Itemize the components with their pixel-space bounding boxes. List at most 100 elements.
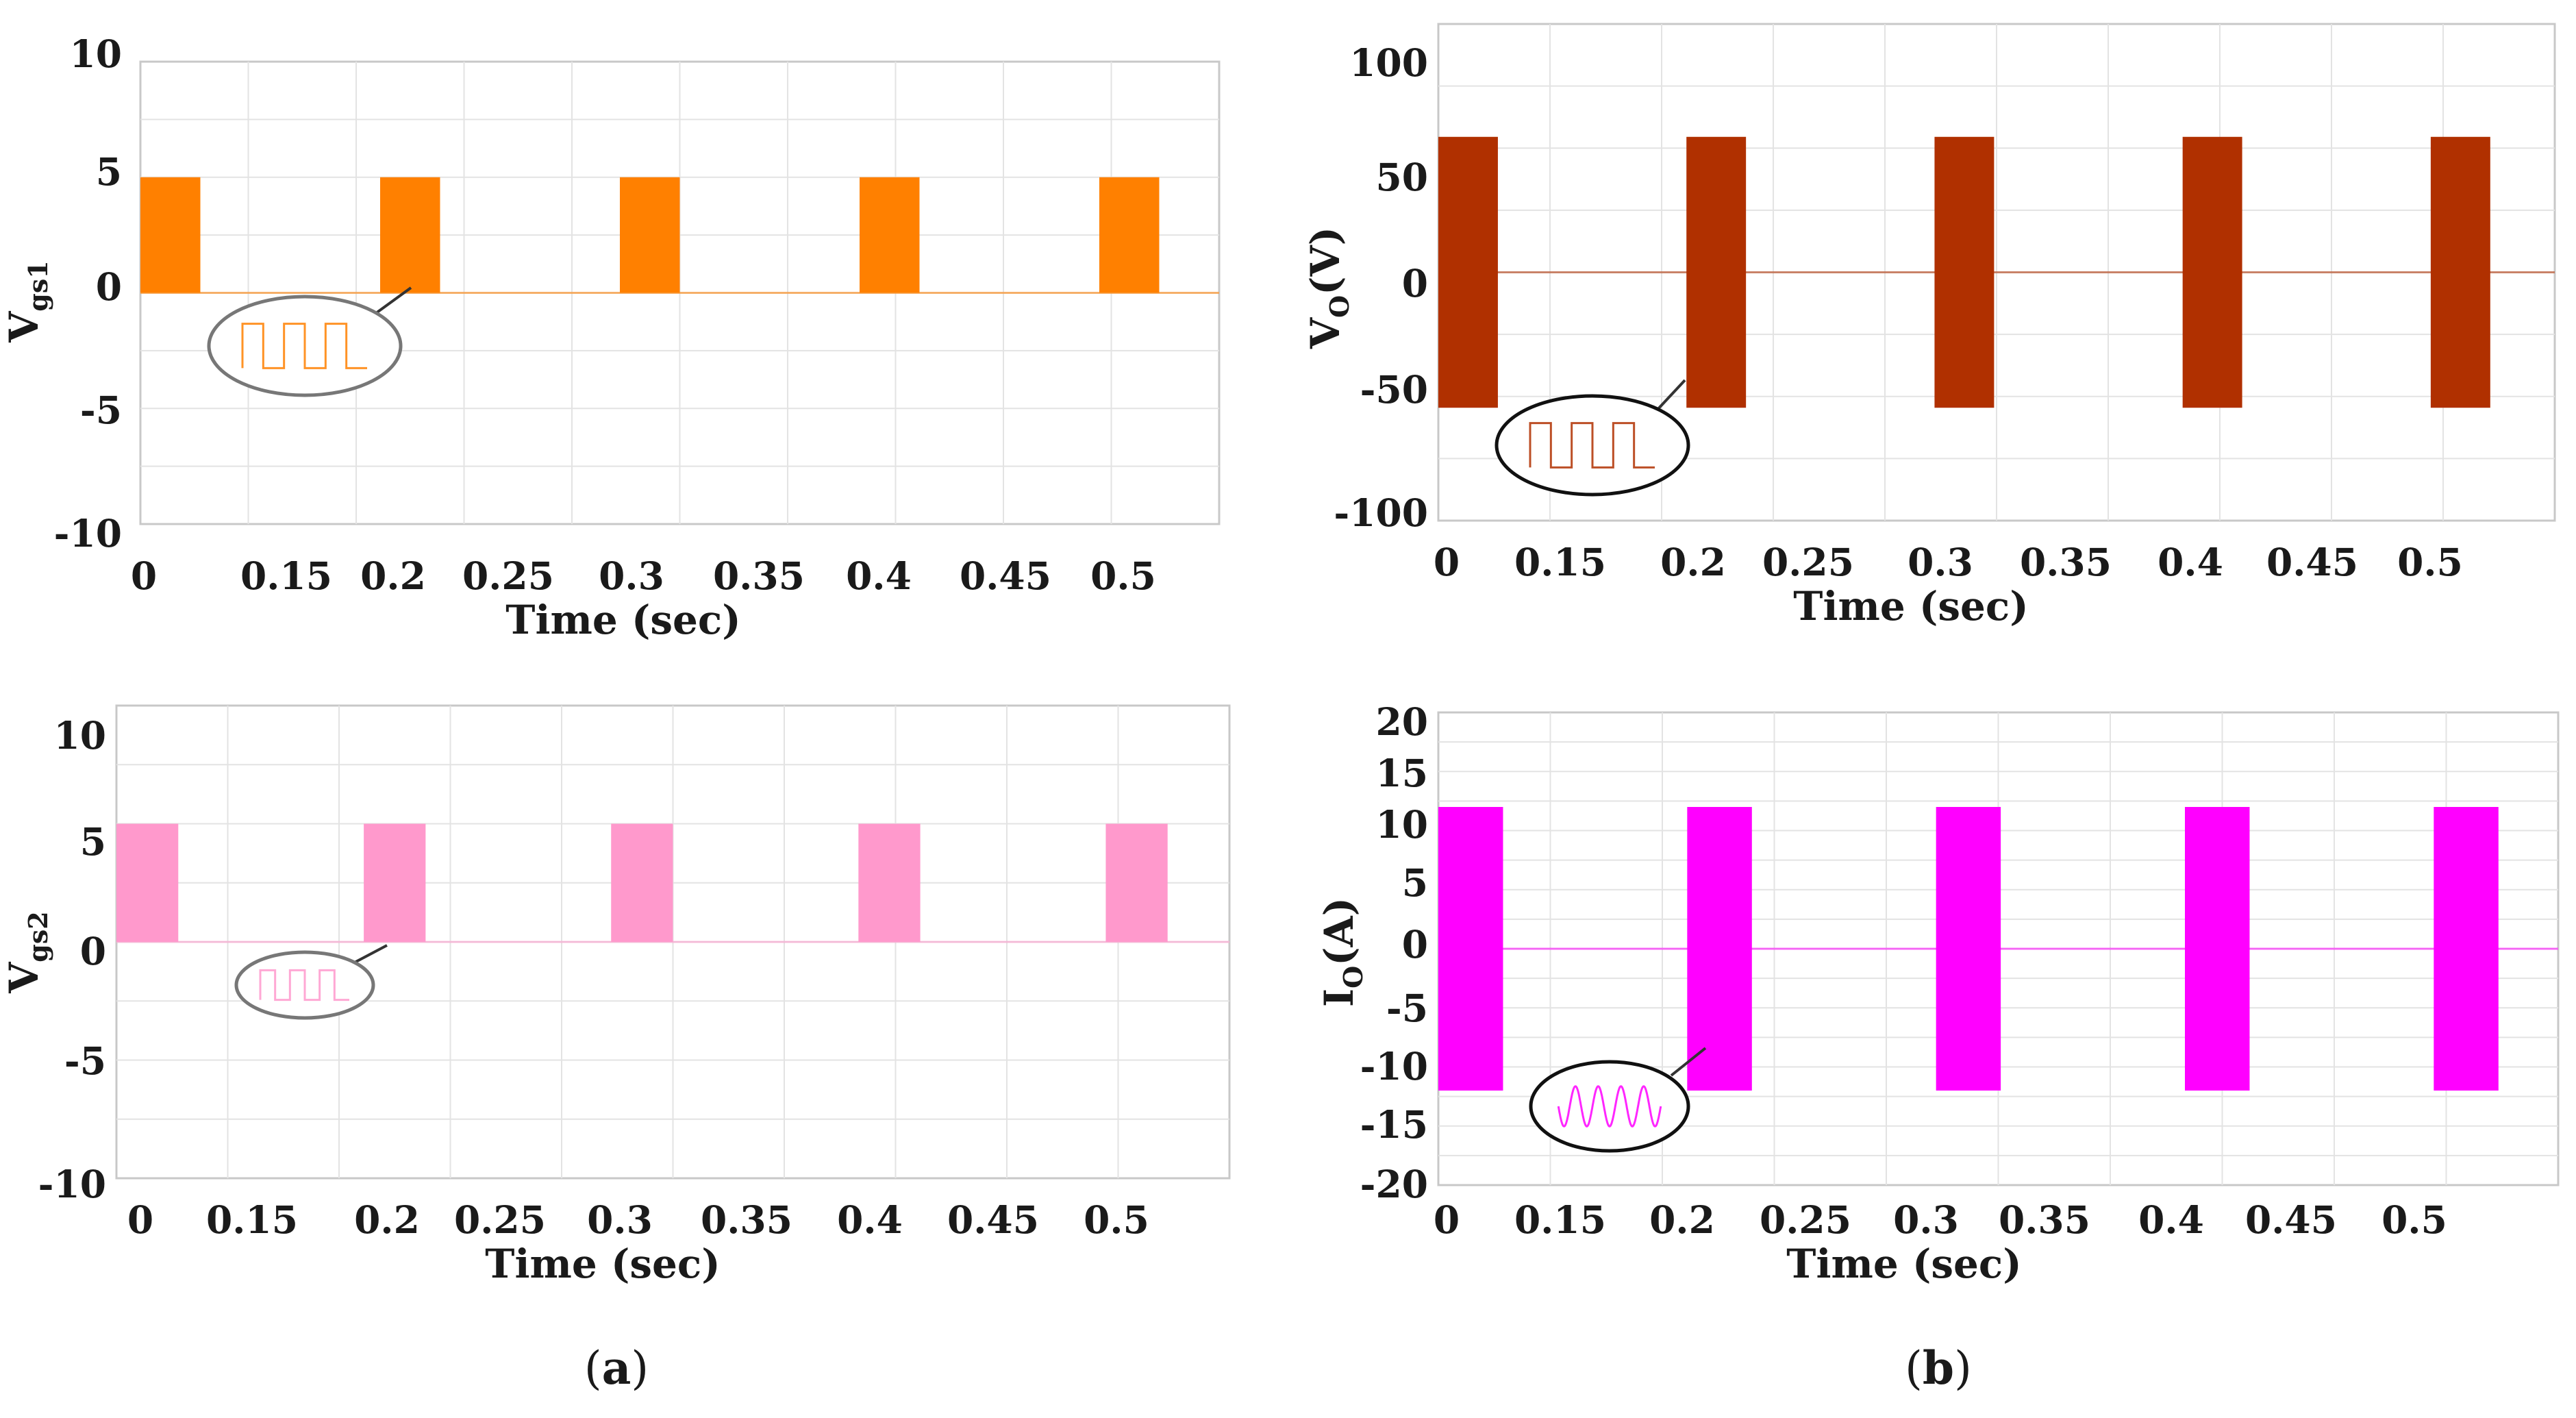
x-tick-label: 0.5: [2397, 540, 2463, 584]
y-tick-label: 5: [96, 149, 122, 194]
pulse-burst: [140, 177, 201, 293]
x-tick-label: 0.15: [240, 553, 332, 598]
y-tick-label: -5: [64, 1038, 106, 1083]
pulse-burst: [2182, 136, 2242, 408]
y-tick-label: 10: [69, 32, 122, 76]
y-axis-title: VO(V): [1302, 227, 1355, 349]
y-tick-label: 100: [1349, 40, 1428, 85]
pulse-burst: [1686, 136, 1747, 408]
x-axis-title: Time (sec): [1786, 1241, 2021, 1287]
pulse-burst: [860, 177, 920, 293]
pulse-burst: [116, 823, 179, 942]
x-tick-label: 0.15: [206, 1197, 298, 1242]
inset-waveform: [241, 323, 367, 369]
y-axis-title: Vgs2: [1, 911, 53, 993]
x-tick-label: 0.5: [2381, 1197, 2447, 1242]
y-tick-label: 0: [1402, 922, 1428, 967]
inset-waveform: [259, 969, 349, 1002]
x-tick-label: 0.25: [1760, 1197, 1851, 1242]
x-axis-title: Time (sec): [485, 1241, 720, 1287]
pulse-burst: [1934, 136, 1994, 408]
x-tick-label: 0.3: [1908, 540, 1973, 584]
y-axis-unit: (A): [1316, 897, 1362, 966]
caption-close: ): [1954, 1342, 1972, 1395]
y-axis-subscript: gs1: [23, 260, 53, 311]
y-axis-subscript: O: [1324, 295, 1355, 318]
caption-letter: a: [602, 1341, 632, 1395]
x-tick-label: 0.2: [1660, 540, 1726, 584]
pulse-burst: [2430, 136, 2490, 408]
x-tick-label: 0.2: [360, 553, 426, 598]
y-axis-main: V: [1, 311, 47, 343]
pulse-burst: [1687, 807, 1752, 1091]
y-axis-title: IO(A): [1316, 897, 1368, 1007]
y-tick-label: 20: [1375, 699, 1428, 744]
y-tick-label: -10: [54, 511, 122, 556]
y-tick-label: -50: [1360, 367, 1428, 412]
pulse-burst: [1099, 177, 1160, 293]
y-tick-label: 50: [1375, 155, 1428, 199]
zoom-inset: [207, 286, 412, 397]
y-tick-label: -20: [1360, 1162, 1428, 1206]
panel-vgs2: 10 5 0 -5 -10 0 0.15 0.2 0.25 0.3 0.35 0.4 0.45 0.5 Ti…: [1, 704, 1231, 1287]
zoom-inset: [234, 944, 388, 1020]
x-tick-label: 0: [1434, 540, 1460, 584]
x-tick-label: 0.25: [462, 553, 554, 598]
caption-b: (b): [1905, 1341, 1972, 1395]
x-tick-label: 0: [127, 1197, 153, 1242]
y-axis-subscript: O: [1338, 966, 1368, 988]
caption-a: (a): [584, 1341, 649, 1395]
inset-ellipse: [1529, 1060, 1690, 1153]
pulse-burst: [2434, 807, 2499, 1091]
x-axis-title: Time (sec): [1793, 583, 2028, 630]
caption-close: ): [631, 1342, 649, 1395]
y-tick-label: 10: [1375, 802, 1428, 847]
inset-leader-line: [1670, 1047, 1707, 1077]
x-tick-label: 0.4: [2138, 1197, 2204, 1242]
pulse-burst: [364, 823, 426, 942]
x-tick-label: 0.4: [846, 553, 912, 598]
y-tick-label: -15: [1360, 1102, 1428, 1147]
inset-waveform: [1557, 1085, 1662, 1128]
y-tick-label: 0: [96, 264, 122, 309]
x-tick-label: 0.4: [2158, 540, 2223, 584]
y-axis-subscript: gs2: [23, 911, 53, 962]
x-tick-label: 0.15: [1514, 540, 1606, 584]
y-tick-label: -10: [1360, 1044, 1428, 1089]
inset-waveform: [1529, 422, 1655, 469]
y-tick-label: 0: [80, 929, 106, 973]
pulse-burst: [1105, 823, 1168, 942]
zoom-inset: [1529, 1047, 1707, 1153]
pulse-burst: [380, 177, 440, 293]
x-tick-label: 0.35: [2020, 540, 2112, 584]
x-tick-label: 0.45: [947, 1197, 1039, 1242]
x-tick-label: 0.2: [1649, 1197, 1715, 1242]
pulse-burst: [620, 177, 680, 293]
x-tick-label: 0.45: [2245, 1197, 2337, 1242]
y-tick-label: 10: [53, 713, 106, 758]
y-axis-unit: (V): [1302, 227, 1349, 295]
zoom-inset: [1495, 379, 1690, 497]
caption-open: (: [584, 1342, 602, 1395]
caption-open: (: [1905, 1342, 1923, 1395]
x-tick-label: 0.45: [960, 553, 1051, 598]
y-axis-main: V: [1302, 317, 1349, 349]
y-tick-label: 15: [1375, 751, 1428, 795]
x-tick-label: 0.15: [1514, 1197, 1606, 1242]
x-tick-label: 0.25: [454, 1197, 546, 1242]
y-tick-label: -10: [38, 1162, 106, 1206]
x-tick-label: 0.35: [701, 1197, 792, 1242]
x-tick-label: 0.2: [354, 1197, 420, 1242]
pulse-burst: [858, 823, 921, 942]
x-tick-label: 0.3: [599, 553, 664, 598]
y-axis-title: Vgs1: [1, 260, 53, 343]
x-tick-label: 0.35: [713, 553, 805, 598]
x-tick-label: 0.5: [1090, 553, 1156, 598]
pulse-burst: [611, 823, 673, 942]
x-tick-label: 0.25: [1762, 540, 1854, 584]
x-tick-label: 0.45: [2266, 540, 2358, 584]
